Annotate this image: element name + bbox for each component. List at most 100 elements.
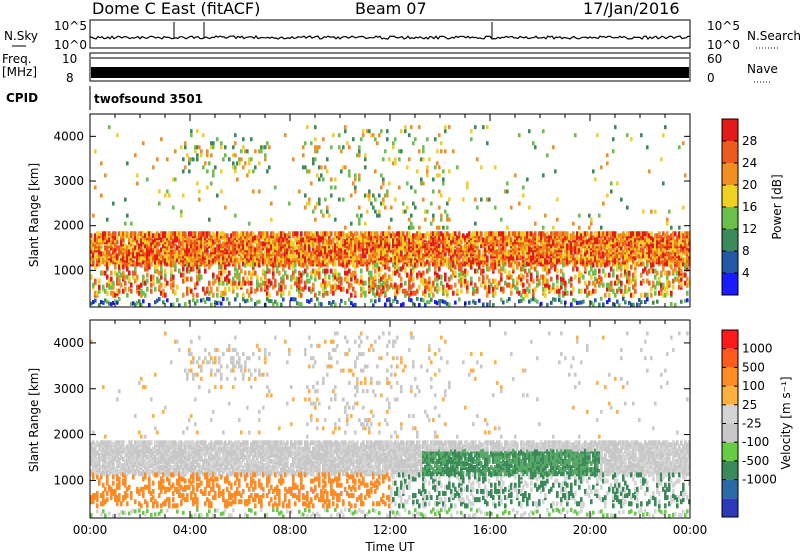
range-cell: [604, 272, 607, 278]
range-cell: [94, 149, 97, 154]
range-cell: [500, 266, 503, 272]
range-cell: [392, 161, 395, 166]
range-cell: [570, 276, 573, 282]
range-cell: [596, 255, 599, 261]
range-cell: [628, 270, 631, 276]
range-cell: [352, 251, 355, 257]
range-cell: [412, 201, 415, 206]
range-cell: [260, 251, 263, 257]
range-cell: [200, 249, 203, 255]
range-cell: [478, 276, 481, 282]
range-cell: [268, 298, 271, 303]
range-cell: [566, 290, 569, 296]
range-cell: [528, 282, 531, 288]
range-cell: [126, 231, 129, 237]
range-cell: [98, 245, 101, 251]
range-cell: [534, 145, 537, 150]
range-cell: [316, 270, 319, 276]
range-cell: [102, 251, 105, 257]
range-cell: [332, 272, 335, 278]
range-cell: [522, 282, 525, 288]
range-cell: [366, 266, 369, 272]
range-cell: [108, 278, 111, 284]
range-cell: [272, 243, 275, 249]
range-cell: [106, 245, 109, 251]
range-cell: [164, 268, 167, 274]
range-cell: [330, 239, 333, 245]
range-cell: [388, 284, 391, 290]
range-cell: [540, 231, 543, 237]
range-cell: [550, 257, 553, 263]
range-cell: [332, 257, 335, 263]
range-cell: [570, 247, 573, 253]
nsky-label: N.Sky: [4, 29, 38, 43]
range-cell: [292, 157, 295, 162]
range-cell: [290, 249, 293, 255]
range-cell: [400, 129, 403, 134]
range-cell: [430, 284, 433, 290]
range-cell: [584, 261, 587, 267]
range-cell: [616, 299, 619, 304]
range-cell: [112, 231, 115, 237]
range-cell: [154, 264, 157, 270]
range-cell: [356, 262, 359, 268]
range-cell: [316, 149, 319, 154]
range-cell: [216, 286, 219, 292]
range-cell: [318, 255, 321, 261]
range-cell: [522, 266, 525, 272]
range-cell: [314, 231, 317, 237]
range-cell: [456, 235, 459, 241]
range-cell: [670, 290, 673, 296]
range-cell: [404, 209, 407, 214]
range-cell: [466, 245, 469, 251]
nsky-tick-top: 10^5: [54, 19, 87, 33]
range-cell: [530, 298, 533, 303]
range-cell: [646, 297, 649, 302]
nsearch-label: N.Search: [747, 29, 800, 43]
range-cell: [440, 149, 443, 154]
range-cell: [606, 249, 609, 255]
range-cell: [358, 153, 361, 158]
range-cell: [424, 247, 427, 253]
range-cell: [230, 233, 233, 239]
range-cell: [274, 241, 277, 247]
range-cell: [532, 264, 535, 270]
range-cell: [440, 299, 443, 304]
range-cell: [666, 290, 669, 296]
range-cell: [648, 239, 651, 245]
range-cell: [518, 274, 521, 280]
range-cell: [104, 231, 107, 237]
range-cell: [302, 237, 305, 243]
range-cell: [200, 261, 203, 267]
range-cell: [414, 205, 417, 210]
range-cell: [572, 266, 575, 272]
range-cell: [136, 247, 139, 253]
nsearch-tick-top: 10^5: [707, 19, 740, 33]
range-cell: [514, 245, 517, 251]
range-cell: [474, 231, 477, 237]
range-cell: [470, 129, 473, 134]
range-cell: [224, 261, 227, 267]
range-cell: [606, 161, 609, 166]
range-cell: [290, 297, 293, 302]
range-cell: [632, 284, 635, 290]
range-cell: [436, 149, 439, 154]
range-cell: [496, 253, 499, 259]
range-cell: [170, 231, 173, 237]
range-cell: [118, 231, 121, 237]
range-cell: [620, 253, 623, 259]
range-cell: [374, 231, 377, 237]
range-cell: [234, 231, 237, 237]
range-cell: [572, 253, 575, 259]
range-cell: [644, 231, 647, 237]
range-cell: [236, 257, 239, 263]
range-cell: [322, 292, 325, 298]
range-cell: [356, 241, 359, 247]
range-cell: [568, 278, 571, 284]
range-cell: [642, 209, 645, 214]
range-cell: [532, 249, 535, 255]
range-cell: [370, 133, 373, 138]
range-cell: [436, 225, 439, 230]
range-cell: [330, 177, 333, 182]
range-cell: [310, 270, 313, 276]
